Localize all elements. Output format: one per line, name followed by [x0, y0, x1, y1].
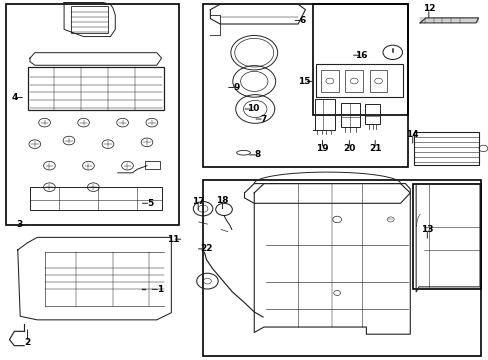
Text: 1: 1 [157, 285, 163, 294]
Text: 10: 10 [246, 104, 259, 113]
Text: 13: 13 [420, 225, 433, 234]
Bar [365, 104, 379, 125]
Text: 8: 8 [254, 150, 260, 159]
Bar [345, 70, 362, 92]
Text: 22: 22 [200, 244, 212, 253]
Bar [27, 67, 163, 110]
Text: 2: 2 [24, 338, 31, 347]
Text: 20: 20 [343, 144, 355, 153]
Text: 7: 7 [260, 114, 266, 123]
Bar [71, 6, 108, 33]
Text: 19: 19 [316, 144, 328, 153]
Text: 17: 17 [191, 197, 204, 206]
Text: 14: 14 [406, 130, 418, 139]
Bar [203, 4, 407, 167]
Bar [30, 187, 161, 211]
Bar [369, 70, 386, 92]
Text: 12: 12 [422, 4, 434, 13]
Text: 15: 15 [298, 77, 310, 86]
Bar [412, 184, 480, 289]
Text: 21: 21 [368, 144, 381, 153]
Text: 9: 9 [233, 83, 240, 92]
Bar [321, 70, 338, 92]
Text: 5: 5 [147, 199, 153, 208]
Bar [340, 103, 359, 127]
Text: 4: 4 [11, 93, 18, 102]
Text: 11: 11 [166, 235, 179, 244]
Bar [312, 4, 407, 116]
Bar [144, 161, 160, 169]
Text: 18: 18 [216, 195, 228, 204]
Bar [5, 4, 178, 225]
Text: 16: 16 [355, 51, 367, 60]
Bar [413, 132, 478, 165]
Bar [316, 64, 402, 97]
Text: 3: 3 [16, 220, 22, 229]
Bar [203, 180, 480, 356]
Text: 6: 6 [299, 16, 305, 25]
